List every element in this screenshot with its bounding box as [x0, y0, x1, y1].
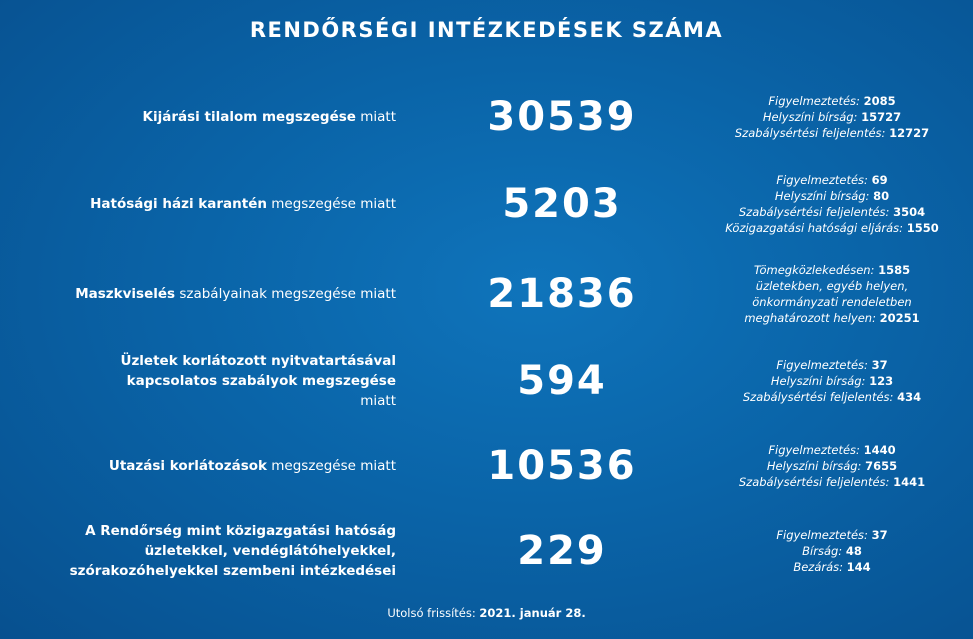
- stat-row: Utazási korlátozások megszegése miatt 105…: [0, 426, 973, 506]
- stat-total: 594: [517, 358, 607, 404]
- stat-row: Maszkviselés szabályainak megszegése mia…: [0, 254, 973, 334]
- stat-label-bold: Üzletek korlátozott nyitvatartásával kap…: [120, 353, 396, 389]
- breakdown-line: Helyszíni bírság: 80: [712, 188, 952, 204]
- breakdown-label: Figyelmeztetés:: [776, 173, 872, 187]
- stat-total: 10536: [487, 443, 637, 489]
- stat-total: 21836: [487, 271, 637, 317]
- stat-breakdown: Tömegközlekedésen: 1585 üzletekben, egyéb…: [712, 262, 952, 326]
- stat-label-bold: Utazási korlátozások: [108, 458, 267, 474]
- last-updated-label: Utolsó frissítés:: [387, 606, 480, 620]
- stat-breakdown: Figyelmeztetés: 2085 Helyszíni bírság: 15…: [712, 93, 952, 141]
- breakdown-value: 69: [871, 173, 888, 187]
- stat-total: 229: [517, 528, 607, 574]
- breakdown-line: Figyelmeztetés: 37: [712, 527, 952, 543]
- stat-total: 5203: [502, 181, 622, 227]
- breakdown-label: meghatározott helyen:: [744, 311, 880, 325]
- stat-label-rest: megszegése miatt: [266, 196, 396, 212]
- breakdown-line: Szabálysértési feljelentés: 434: [712, 389, 952, 405]
- breakdown-line: Bezárás: 144: [712, 559, 952, 575]
- breakdown-label: önkormányzati rendeletben: [752, 295, 912, 309]
- stat-label-rest: szabályainak megszegése miatt: [175, 286, 396, 302]
- breakdown-label: Tömegközlekedésen:: [753, 263, 879, 277]
- breakdown-value: 20251: [879, 311, 920, 325]
- breakdown-value: 1585: [878, 263, 911, 277]
- breakdown-line: Bírság: 48: [712, 543, 952, 559]
- breakdown-value: 37: [871, 358, 888, 372]
- stat-label-bold: Kijárási tilalom megszegése: [142, 109, 356, 125]
- breakdown-label: Helyszíni bírság:: [770, 374, 870, 388]
- breakdown-line: Helyszíni bírság: 7655: [712, 458, 952, 474]
- breakdown-label: Figyelmeztetés:: [768, 443, 864, 457]
- breakdown-label: Helyszíni bírság:: [762, 110, 862, 124]
- breakdown-value: 144: [846, 560, 871, 574]
- breakdown-label: Bezárás:: [793, 560, 847, 574]
- breakdown-label: Bírság:: [802, 544, 846, 558]
- stat-label: Utazási korlátozások megszegése miatt: [36, 456, 396, 476]
- breakdown-value: 80: [873, 189, 890, 203]
- breakdown-line: Helyszíni bírság: 123: [712, 373, 952, 389]
- stat-label-bold: Hatósági házi karantén: [90, 196, 267, 212]
- breakdown-label: Szabálysértési feljelentés:: [742, 390, 898, 404]
- breakdown-line: üzletekben, egyéb helyen,: [712, 278, 952, 294]
- breakdown-label: Szabálysértési feljelentés:: [738, 205, 894, 219]
- breakdown-line: Figyelmeztetés: 1440: [712, 442, 952, 458]
- breakdown-line: meghatározott helyen: 20251: [712, 310, 952, 326]
- breakdown-value: 1440: [863, 443, 896, 457]
- stat-label: Maszkviselés szabályainak megszegése mia…: [36, 284, 396, 304]
- stat-breakdown: Figyelmeztetés: 1440 Helyszíni bírság: 76…: [712, 442, 952, 490]
- stat-row: Hatósági házi karantén megszegése miatt 5…: [0, 164, 973, 244]
- stat-label: Üzletek korlátozott nyitvatartásával kap…: [96, 351, 396, 411]
- stat-row: Üzletek korlátozott nyitvatartásával kap…: [0, 341, 973, 421]
- breakdown-value: 15727: [861, 110, 902, 124]
- breakdown-line: Tömegközlekedésen: 1585: [712, 262, 952, 278]
- breakdown-line: Figyelmeztetés: 37: [712, 357, 952, 373]
- stat-row: Kijárási tilalom megszegése miatt 30539 Fi…: [0, 77, 973, 157]
- stat-breakdown: Figyelmeztetés: 69 Helyszíni bírság: 80 Sz…: [712, 172, 952, 236]
- breakdown-label: Szabálysértési feljelentés:: [738, 475, 894, 489]
- breakdown-value: 7655: [865, 459, 898, 473]
- stat-total: 30539: [487, 94, 637, 140]
- stat-label: Hatósági házi karantén megszegése miatt: [36, 194, 396, 214]
- page-title: RENDŐRSÉGI INTÉZKEDÉSEK SZÁMA: [249, 18, 724, 42]
- breakdown-value: 48: [845, 544, 862, 558]
- stat-row: A Rendőrség mint közigazgatási hatóság ü…: [0, 511, 973, 591]
- breakdown-value: 1441: [893, 475, 926, 489]
- breakdown-line: önkormányzati rendeletben: [712, 294, 952, 310]
- stat-label: Kijárási tilalom megszegése miatt: [36, 107, 396, 127]
- stat-label-rest: miatt: [355, 109, 396, 125]
- breakdown-value: 37: [871, 528, 888, 542]
- breakdown-label: üzletekben, egyéb helyen,: [755, 279, 909, 293]
- breakdown-value: 123: [869, 374, 894, 388]
- breakdown-line: Figyelmeztetés: 69: [712, 172, 952, 188]
- stat-label-rest: megszegése miatt: [266, 458, 396, 474]
- breakdown-label: Helyszíni bírság:: [774, 189, 874, 203]
- breakdown-line: Figyelmeztetés: 2085: [712, 93, 952, 109]
- breakdown-label: Figyelmeztetés:: [776, 528, 872, 542]
- breakdown-line: Szabálysértési feljelentés: 12727: [712, 125, 952, 141]
- breakdown-label: Helyszíni bírság:: [766, 459, 866, 473]
- stat-label-bold: A Rendőrség mint közigazgatási hatóság ü…: [69, 523, 396, 579]
- breakdown-line: Szabálysértési feljelentés: 1441: [712, 474, 952, 490]
- stat-breakdown: Figyelmeztetés: 37 Helyszíni bírság: 123 S…: [712, 357, 952, 405]
- stat-label: A Rendőrség mint közigazgatási hatóság ü…: [66, 521, 396, 581]
- last-updated: Utolsó frissítés: 2021. január 28.: [0, 606, 973, 620]
- breakdown-label: Figyelmeztetés:: [768, 94, 864, 108]
- breakdown-label: Közigazgatási hatósági eljárás:: [725, 221, 907, 235]
- breakdown-value: 434: [897, 390, 922, 404]
- breakdown-label: Figyelmeztetés:: [776, 358, 872, 372]
- breakdown-value: 1550: [906, 221, 939, 235]
- stat-breakdown: Figyelmeztetés: 37 Bírság: 48 Bezárás: 144: [712, 527, 952, 575]
- last-updated-date: 2021. január 28.: [479, 606, 586, 620]
- breakdown-value: 12727: [889, 126, 930, 140]
- stat-label-bold: Maszkviselés: [75, 286, 176, 302]
- breakdown-line: Helyszíni bírság: 15727: [712, 109, 952, 125]
- breakdown-label: Szabálysértési feljelentés:: [734, 126, 890, 140]
- stat-label-rest: miatt: [360, 393, 396, 409]
- breakdown-value: 2085: [863, 94, 896, 108]
- breakdown-value: 3504: [893, 205, 926, 219]
- breakdown-line: Szabálysértési feljelentés: 3504: [712, 204, 952, 220]
- breakdown-line: Közigazgatási hatósági eljárás: 1550: [712, 220, 952, 236]
